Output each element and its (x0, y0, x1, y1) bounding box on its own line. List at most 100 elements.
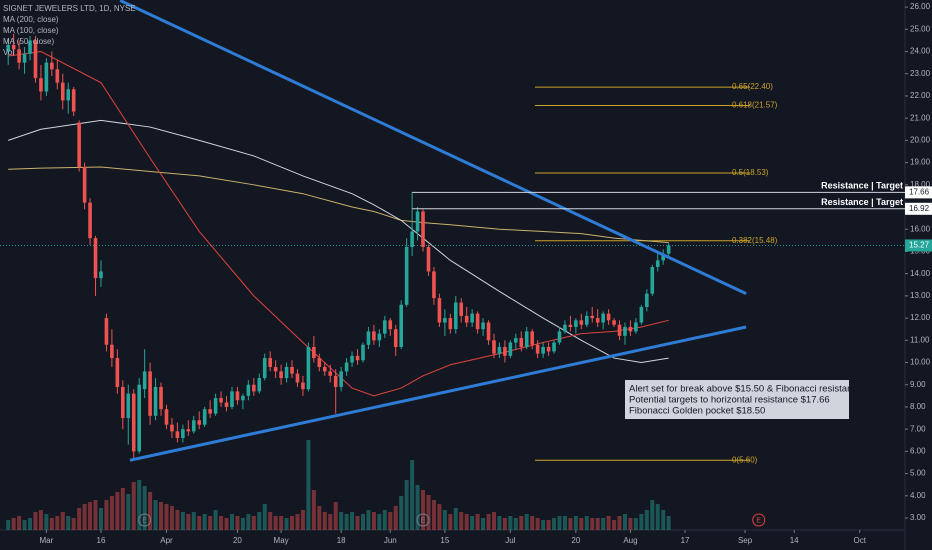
y-tick-label: 23.00 (910, 69, 931, 78)
volume-bar (71, 518, 76, 530)
moving-average (8, 119, 669, 364)
fib-label: 0.65(22.40) (732, 82, 773, 91)
candle-body (470, 313, 474, 323)
candle-body (22, 53, 27, 63)
volume-bar (393, 506, 398, 530)
candle-body (17, 49, 21, 63)
volume-bar (513, 518, 518, 530)
y-tick-label: 16.00 (910, 224, 931, 233)
y-tick-label: 20.00 (910, 135, 931, 144)
candle-body (301, 382, 305, 390)
annotation-text: Alert set for break above $15.50 & Fibon… (629, 384, 865, 395)
candle-body (546, 346, 551, 352)
candle-body (437, 298, 442, 323)
candle-body (312, 346, 316, 359)
earnings-marker (138, 513, 152, 527)
candle-body (33, 40, 38, 79)
candle-body (164, 409, 169, 425)
candle-body (623, 326, 627, 336)
candle-body (410, 231, 414, 248)
volume-bar (371, 512, 376, 530)
candle-body (191, 420, 196, 432)
candle-body (432, 271, 436, 299)
volume-bar (655, 504, 660, 530)
volume-bar (404, 480, 409, 530)
x-tick-label: Oct (853, 536, 866, 545)
volume-bar (377, 514, 382, 530)
candle-body (579, 320, 584, 325)
x-tick-label: Aug (623, 536, 637, 545)
candle-body (230, 391, 234, 407)
fib-label: 0(5.60) (732, 455, 758, 464)
volume-bar (246, 514, 251, 530)
candle-body (6, 44, 10, 52)
legend-entry: MA (50, close) (3, 37, 54, 46)
trend-line (129, 325, 747, 462)
volume-bar (464, 514, 469, 530)
candle-body (322, 366, 327, 372)
volume-bar (437, 504, 442, 530)
volume-bar (49, 518, 54, 530)
candle-body (115, 358, 120, 387)
resistance-label: Resistance | Target (821, 197, 903, 207)
candle-body (448, 318, 453, 330)
candle-body (372, 331, 376, 341)
volume-bar (235, 516, 240, 530)
volume-bar (339, 512, 344, 530)
y-tick-label: 13.00 (910, 291, 931, 300)
volume-bar (426, 495, 431, 530)
y-tick-label: 19.00 (910, 158, 931, 167)
x-tick-label: Sep (738, 536, 753, 545)
volume-bar (557, 516, 562, 530)
last-price-tag (905, 239, 932, 252)
volume-bar (502, 518, 507, 530)
volume-bar (268, 512, 273, 530)
volume-bar (229, 514, 234, 530)
volume-bar (459, 512, 464, 530)
candle-body (492, 340, 496, 354)
candle-body (404, 247, 409, 305)
y-tick-label: 12.00 (910, 313, 931, 322)
volume-bar (224, 518, 229, 530)
candle-body (503, 346, 507, 356)
volume-bar (617, 516, 622, 530)
volume-bar (546, 520, 551, 530)
candle-body (104, 318, 109, 345)
candle-body (388, 320, 393, 330)
volume-bar (552, 518, 557, 530)
annotation-box (625, 380, 849, 419)
candle-body (524, 331, 529, 347)
volume-bar (306, 440, 311, 530)
candle-body (181, 429, 185, 439)
volume-bar (497, 516, 502, 530)
candle-body (595, 318, 600, 323)
candle-body (514, 338, 518, 343)
candle-body (306, 346, 311, 390)
volume-bar (431, 500, 436, 530)
candle-body (519, 338, 524, 347)
volume-bar (240, 518, 245, 530)
x-tick-label: 18 (337, 536, 346, 545)
y-tick-label: 25.00 (910, 24, 931, 33)
volume-bar (28, 518, 33, 530)
volume-bar (180, 512, 185, 530)
candle-body (213, 398, 218, 414)
candle-body (443, 318, 447, 323)
candle-body (426, 247, 431, 272)
candle-body (350, 355, 354, 363)
volume-bar (595, 518, 600, 530)
volume-bar (153, 500, 158, 530)
volume-bar (661, 510, 666, 530)
moving-average (8, 166, 669, 244)
volume-bar (633, 518, 638, 530)
y-tick-label: 9.00 (910, 380, 926, 389)
volume-bar (197, 516, 202, 530)
candle-body (355, 355, 360, 361)
candle-body (464, 315, 469, 323)
volume-bar (262, 504, 267, 530)
candle-body (317, 358, 322, 367)
annotation-text: Potential targets to horizontal resistan… (629, 395, 830, 406)
volume-bar (6, 520, 11, 530)
y-tick-label: 22.00 (910, 91, 931, 100)
